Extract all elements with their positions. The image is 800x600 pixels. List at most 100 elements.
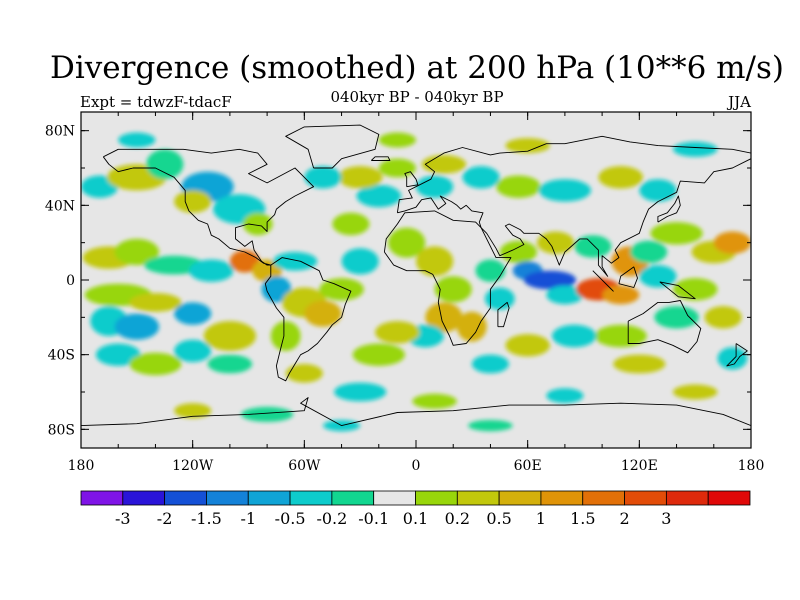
field-patch: [704, 306, 742, 329]
lon-tick-label: 60W: [288, 458, 321, 474]
lon-tick-label: 120E: [621, 458, 658, 474]
coastline: [81, 397, 751, 427]
field-patch: [174, 339, 212, 363]
field-patch: [129, 293, 182, 312]
colorbar-swatch: [164, 490, 207, 506]
coastline: [627, 300, 702, 354]
field-patch: [252, 259, 282, 282]
field-patch: [672, 141, 718, 157]
colorbar-label: 0.1: [403, 509, 428, 528]
field-patch: [189, 259, 234, 282]
field-patch: [456, 311, 487, 342]
field-patch: [537, 231, 575, 254]
divergence-field: [81, 132, 751, 432]
colorbar-swatch: [498, 490, 542, 506]
lon-tick-label: 60E: [514, 458, 542, 474]
chart-title: Divergence (smoothed) at 200 hPa (10**6 …: [50, 50, 784, 86]
field-patch: [672, 384, 718, 400]
lon-tick-label: 180: [68, 458, 95, 474]
lon-tick-label: 0: [412, 458, 421, 474]
field-patch: [434, 276, 472, 303]
field-patch: [174, 302, 212, 325]
field-patch: [114, 238, 160, 266]
colorbar-swatch: [707, 490, 751, 506]
field-patch: [129, 352, 182, 376]
field-patch: [650, 222, 703, 245]
field-patch: [203, 321, 256, 351]
field-patch: [639, 179, 677, 202]
lat-tick-label: 0: [66, 273, 75, 289]
coastline: [497, 301, 510, 328]
field-patch: [594, 324, 647, 348]
lon-tick-label: 180: [738, 458, 765, 474]
field-patch: [496, 175, 541, 198]
field-patch: [207, 354, 253, 374]
field-patch: [499, 240, 537, 264]
field-patch: [717, 347, 748, 370]
field-patch: [416, 246, 454, 277]
field-patch: [421, 155, 467, 174]
colorbar-label: -0.1: [358, 509, 389, 528]
colorbar-label: -1.5: [191, 509, 222, 528]
colorbar-label: 0.2: [445, 509, 470, 528]
field-patch: [538, 179, 592, 202]
field-patch: [412, 393, 457, 409]
field-patch: [270, 321, 301, 351]
coastline: [726, 343, 748, 367]
coastline: [592, 270, 614, 292]
field-patch: [304, 300, 342, 327]
field-patch: [118, 132, 156, 148]
colorbar-swatch: [540, 490, 584, 506]
field-patch: [574, 235, 612, 258]
colorbar-label: 1: [536, 509, 546, 528]
field-patch: [95, 343, 141, 366]
coastline: [396, 135, 751, 277]
coastline: [404, 171, 419, 188]
coastline: [383, 210, 512, 346]
colorbar-label: -2: [157, 509, 173, 528]
lon-tick-label: 120W: [172, 458, 214, 474]
field-patch: [341, 248, 379, 275]
coastline: [370, 156, 391, 161]
lat-tick-label: 80S: [48, 422, 75, 438]
field-patch: [114, 313, 160, 340]
field-patch: [174, 403, 212, 419]
field-patch: [484, 287, 515, 310]
field-patch: [144, 255, 204, 275]
field-patch: [598, 166, 643, 189]
lat-tick-label: 40S: [48, 348, 75, 364]
coastline: [285, 124, 380, 169]
field-patch: [551, 324, 597, 348]
colorbar-swatch: [122, 490, 166, 506]
field-patch: [352, 343, 405, 366]
field-patch: [630, 240, 668, 264]
colorbar-label: -0.2: [316, 509, 347, 528]
colorbar-swatch: [624, 490, 667, 506]
field-patch: [241, 406, 294, 422]
colorbar-swatch: [289, 490, 333, 506]
field-patch: [523, 270, 577, 290]
field-patch: [468, 420, 513, 432]
field-patch: [272, 251, 318, 271]
colorbar: -3 -2 -1.5 -1 -0.5 -0.2 -0.1 0.1 0.2 0.5 1 1.5 2 3: [80, 490, 751, 528]
colorbar-swatch: [582, 490, 625, 506]
field-patch: [146, 149, 184, 180]
field-patch: [375, 321, 420, 344]
colorbar-swatch: [247, 490, 291, 506]
field-patch: [425, 302, 463, 333]
colorbar-label: 3: [661, 509, 671, 528]
coastline: [618, 266, 638, 288]
field-patch: [654, 306, 699, 329]
field-patch: [713, 231, 751, 254]
field-patch: [332, 212, 370, 236]
colorbar-swatch: [206, 490, 249, 506]
colorbar-swatch: [80, 490, 124, 506]
longitude-axis: 180 120W 60W 0 60E 120E 180: [68, 112, 765, 474]
field-patch: [462, 166, 500, 189]
field-patch: [334, 382, 387, 402]
colorbar-label: 1.5: [570, 509, 595, 528]
field-patch: [378, 132, 416, 148]
field-patch: [546, 388, 584, 404]
map-background: [81, 112, 751, 448]
coastline: [657, 195, 681, 223]
